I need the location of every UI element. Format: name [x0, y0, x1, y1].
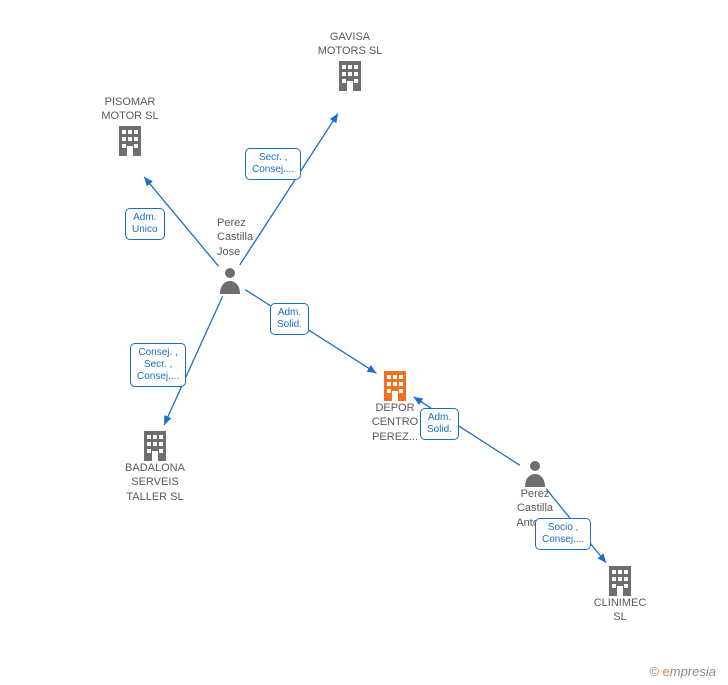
node-label: PerezCastillaJose — [217, 216, 277, 259]
network-diagram: © empresia PISOMARMOTOR SL GAVISAMOTORS … — [0, 0, 728, 685]
node-label: BADALONASERVEISTALLER SL — [110, 461, 200, 504]
edge-label: Socio ,Consej.... — [535, 518, 591, 550]
edge-line — [245, 290, 376, 374]
node-clinimec[interactable]: CLINIMECSL — [575, 564, 665, 625]
edge-label: Adm.Unico — [125, 208, 165, 240]
node-label: GAVISAMOTORS SL — [305, 30, 395, 59]
node-badalona[interactable]: BADALONASERVEISTALLER SL — [110, 429, 200, 504]
node-label: CLINIMECSL — [575, 596, 665, 625]
node-gavisa[interactable]: GAVISAMOTORS SL — [305, 30, 395, 91]
node-pisomar[interactable]: PISOMARMOTOR SL — [85, 95, 175, 156]
edge-label: Secr. ,Consej.... — [245, 148, 301, 180]
edge-label: Consej. ,Secr. ,Consej.... — [130, 343, 186, 387]
edge-label: Adm.Solid. — [270, 303, 309, 335]
node-perezJose[interactable]: PerezCastillaJose — [185, 266, 275, 294]
watermark: © empresia — [649, 664, 716, 679]
copyright-symbol: © — [649, 664, 659, 679]
node-label: PISOMARMOTOR SL — [85, 95, 175, 124]
watermark-text: mpresia — [670, 664, 716, 679]
watermark-first-letter: e — [663, 664, 670, 679]
edge-label: Adm.Solid. — [420, 408, 459, 440]
